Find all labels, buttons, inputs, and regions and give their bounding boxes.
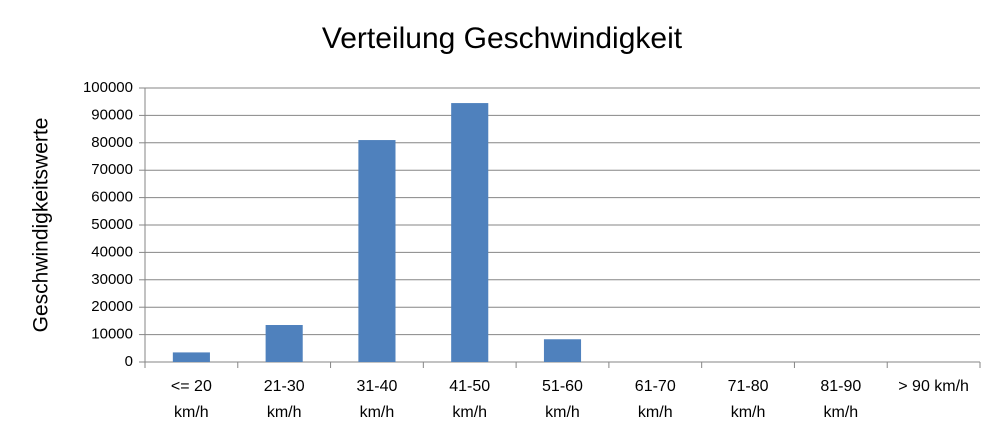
bar: [265, 325, 303, 362]
y-tick-label: 40000: [91, 243, 133, 260]
x-tick-label: 31-40 km/h: [356, 378, 398, 421]
x-tick-label: 51-60 km/h: [542, 378, 583, 421]
y-tick-label: 90000: [91, 106, 133, 123]
x-tick-label: 61-70 km/h: [634, 378, 676, 421]
x-tick-label: 71-80 km/h: [727, 378, 769, 421]
x-tick-label: 41-50 km/h: [449, 378, 491, 421]
x-tick-label: > 90 km/h: [898, 378, 969, 395]
y-tick-label: 30000: [91, 271, 133, 288]
chart-title: Verteilung Geschwindigkeit: [322, 22, 683, 55]
bar: [172, 352, 210, 362]
y-axis-label: Geschwindigkeitswerte: [30, 118, 53, 333]
y-tick-label: 70000: [91, 161, 133, 178]
y-tick-label: 100000: [83, 79, 133, 96]
y-tick-label: 0: [125, 353, 133, 370]
x-tick-label: 81-90 km/h: [820, 378, 862, 421]
x-tick-label: <= 20 km/h: [170, 378, 212, 421]
bar: [451, 103, 489, 362]
y-tick-label: 60000: [91, 189, 133, 206]
x-tick-label: 21-30 km/h: [263, 378, 305, 421]
y-tick-label: 10000: [91, 326, 133, 343]
bar: [358, 140, 396, 362]
bar: [543, 339, 582, 362]
y-tick-label: 50000: [91, 216, 133, 233]
y-tick-label: 80000: [91, 134, 133, 151]
y-tick-label: 20000: [91, 298, 133, 315]
